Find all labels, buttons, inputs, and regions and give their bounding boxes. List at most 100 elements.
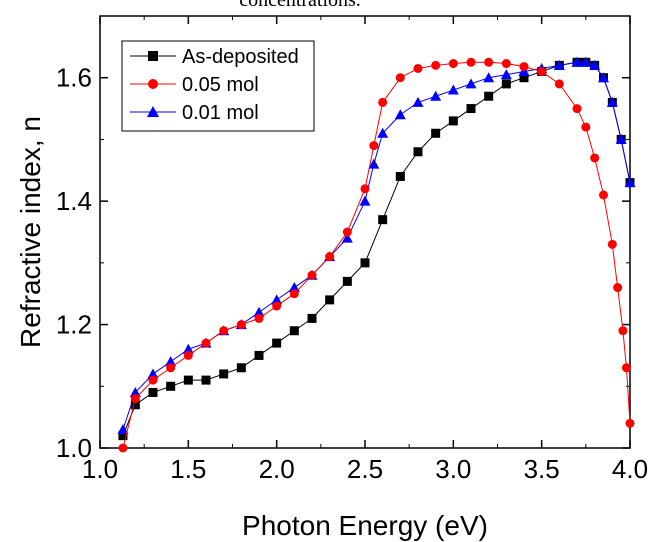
data-point <box>289 326 299 336</box>
data-point <box>378 97 388 107</box>
data-point <box>253 306 265 317</box>
data-point <box>589 59 601 70</box>
data-point <box>118 431 128 441</box>
data-point <box>598 72 609 83</box>
data-point <box>571 56 583 67</box>
y-axis-title: Refractive index, n <box>15 116 46 348</box>
data-point <box>129 386 141 397</box>
data-point <box>613 283 623 293</box>
data-point <box>483 72 495 83</box>
data-point <box>466 104 476 114</box>
data-point <box>466 57 476 67</box>
data-point <box>182 343 194 354</box>
data-point <box>368 158 380 169</box>
data-point <box>395 73 405 83</box>
data-point <box>272 301 282 311</box>
data-point <box>166 381 176 391</box>
data-point <box>553 59 565 70</box>
legend-marker-0 <box>148 51 158 61</box>
legend-marker-1 <box>148 79 158 89</box>
y-tick-label-0: 1.0 <box>56 433 92 463</box>
data-point <box>394 109 406 120</box>
data-point <box>500 69 512 80</box>
legend-label-1: 0.05 mol <box>182 74 259 96</box>
data-point <box>369 141 379 151</box>
data-point <box>519 62 529 72</box>
data-point <box>590 153 600 163</box>
data-point <box>484 91 494 101</box>
data-point <box>413 63 423 73</box>
data-point <box>254 350 264 360</box>
data-point <box>431 128 441 138</box>
data-point <box>395 171 405 181</box>
data-point <box>236 363 246 373</box>
data-point <box>130 400 140 410</box>
data-point <box>360 184 370 194</box>
data-point <box>288 282 300 293</box>
data-point <box>519 73 529 83</box>
data-point <box>342 276 352 286</box>
legend: As-deposited 0.05 mol 0.01 mol <box>121 40 315 132</box>
data-point <box>581 122 591 132</box>
caption-fragment: concentrations. <box>239 0 361 11</box>
data-point <box>341 232 353 243</box>
data-point <box>236 320 246 330</box>
data-point <box>447 84 459 95</box>
data-point <box>378 215 388 225</box>
data-point <box>377 127 389 138</box>
series-layer <box>117 56 636 453</box>
data-point <box>607 239 617 249</box>
data-point <box>272 338 282 348</box>
data-point <box>271 294 283 305</box>
x-tick-label-5: 3.5 <box>524 454 560 484</box>
data-point <box>359 195 371 206</box>
data-point <box>148 387 158 397</box>
y-tick-label-1: 1.2 <box>56 310 92 340</box>
data-point <box>501 79 511 89</box>
data-point <box>118 443 128 453</box>
data-point <box>606 96 618 107</box>
data-point <box>430 90 442 101</box>
data-point <box>166 363 176 373</box>
legend-marker-2 <box>147 106 159 117</box>
legend-entry-2: 0.01 mol <box>130 102 259 124</box>
data-point <box>599 190 608 200</box>
data-point <box>147 368 159 379</box>
data-point <box>130 394 140 404</box>
x-tick-label-0: 1.0 <box>82 454 118 484</box>
data-point <box>465 78 477 89</box>
legend-entry-0: As-deposited <box>130 46 299 68</box>
legend-entry-1: 0.05 mol <box>130 74 259 96</box>
data-point <box>148 375 158 385</box>
data-point <box>448 116 458 126</box>
data-point <box>554 79 564 89</box>
y-tick-label-3: 1.6 <box>56 63 92 93</box>
data-point <box>572 104 582 114</box>
x-axis-title: Photon Energy (eV) <box>242 510 488 541</box>
x-tick-label-1: 1.5 <box>170 454 206 484</box>
x-tick-label-2: 2.0 <box>259 454 295 484</box>
data-point <box>325 295 335 305</box>
data-point <box>621 363 631 373</box>
data-point <box>618 326 628 336</box>
data-point <box>219 369 229 379</box>
data-point <box>360 258 370 268</box>
data-point <box>307 313 317 323</box>
x-tick-label-3: 2.5 <box>347 454 383 484</box>
data-point <box>624 177 636 188</box>
series-1 <box>118 57 635 453</box>
axis-ticks: 1.0 1.5 2.0 2.5 3.0 3.5 4.0 1.0 1.2 1.4 1.6 <box>56 16 648 484</box>
legend-label-0: As-deposited <box>182 46 299 68</box>
data-point <box>580 56 592 67</box>
data-point <box>413 147 423 157</box>
x-tick-label-6: 4.0 <box>612 454 648 484</box>
data-point <box>615 133 627 144</box>
data-point <box>484 57 494 67</box>
data-point <box>537 67 547 77</box>
data-point <box>117 423 129 434</box>
data-point <box>289 289 299 299</box>
data-point <box>165 356 177 367</box>
data-point <box>219 326 229 336</box>
data-point <box>201 338 211 348</box>
